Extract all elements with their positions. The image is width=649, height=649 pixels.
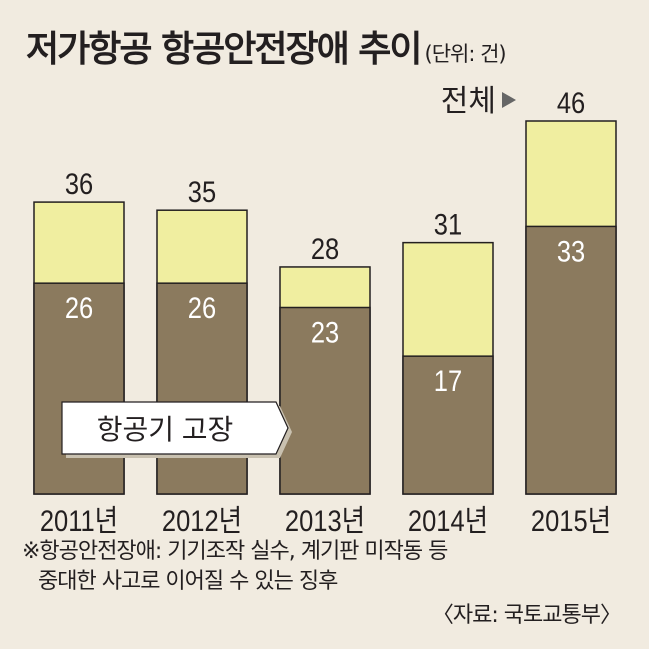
- data-label-total: 28: [311, 232, 339, 265]
- legend-total-label: 전체: [441, 85, 496, 118]
- x-tick-label: 2013년: [285, 504, 365, 537]
- bar-aircraft-failure: [33, 282, 125, 495]
- data-label-total: 31: [434, 208, 462, 241]
- x-tick-label: 2012년: [162, 504, 242, 537]
- data-label-total: 35: [188, 175, 216, 208]
- data-label-aircraft-failure: 26: [65, 291, 93, 324]
- bar-aircraft-failure: [402, 355, 494, 495]
- data-label-aircraft-failure: 26: [188, 291, 216, 324]
- data-label-aircraft-failure: 23: [311, 316, 339, 349]
- footnote-line-2: 중대한 사고로 이어질 수 있는 징후: [38, 569, 338, 594]
- bar-aircraft-failure: [279, 306, 371, 495]
- footnote: ※항공안전장애: 기기조작 실수, 계기판 미작동 등 중대한 사고로 이어질 …: [22, 537, 448, 597]
- legend-aircraft-failure-label: 항공기 고장: [97, 414, 234, 445]
- x-tick-label: 2011년: [40, 504, 118, 537]
- title-row: 저가항공 항공안전장애 추이 (단위: 건): [26, 20, 507, 72]
- data-label-total: 36: [65, 167, 93, 200]
- callout-box: [61, 401, 289, 455]
- data-label-aircraft-failure: 33: [557, 234, 585, 267]
- bar-aircraft-failure: [156, 282, 248, 495]
- chart-title: 저가항공 항공안전장애 추이: [26, 29, 423, 70]
- data-label-total: 46: [557, 86, 585, 119]
- legend-arrow-icon: [502, 92, 516, 108]
- footnote-line-1: ※항공안전장애: 기기조작 실수, 계기판 미작동 등: [22, 539, 448, 564]
- unit-label: (단위: 건): [424, 42, 507, 66]
- x-tick-label: 2015년: [531, 504, 611, 537]
- data-label-aircraft-failure: 17: [434, 364, 462, 397]
- source-label: 〈자료: 국토교통부〉: [431, 603, 622, 628]
- x-tick-label: 2014년: [408, 504, 488, 537]
- bar-aircraft-failure: [525, 225, 617, 495]
